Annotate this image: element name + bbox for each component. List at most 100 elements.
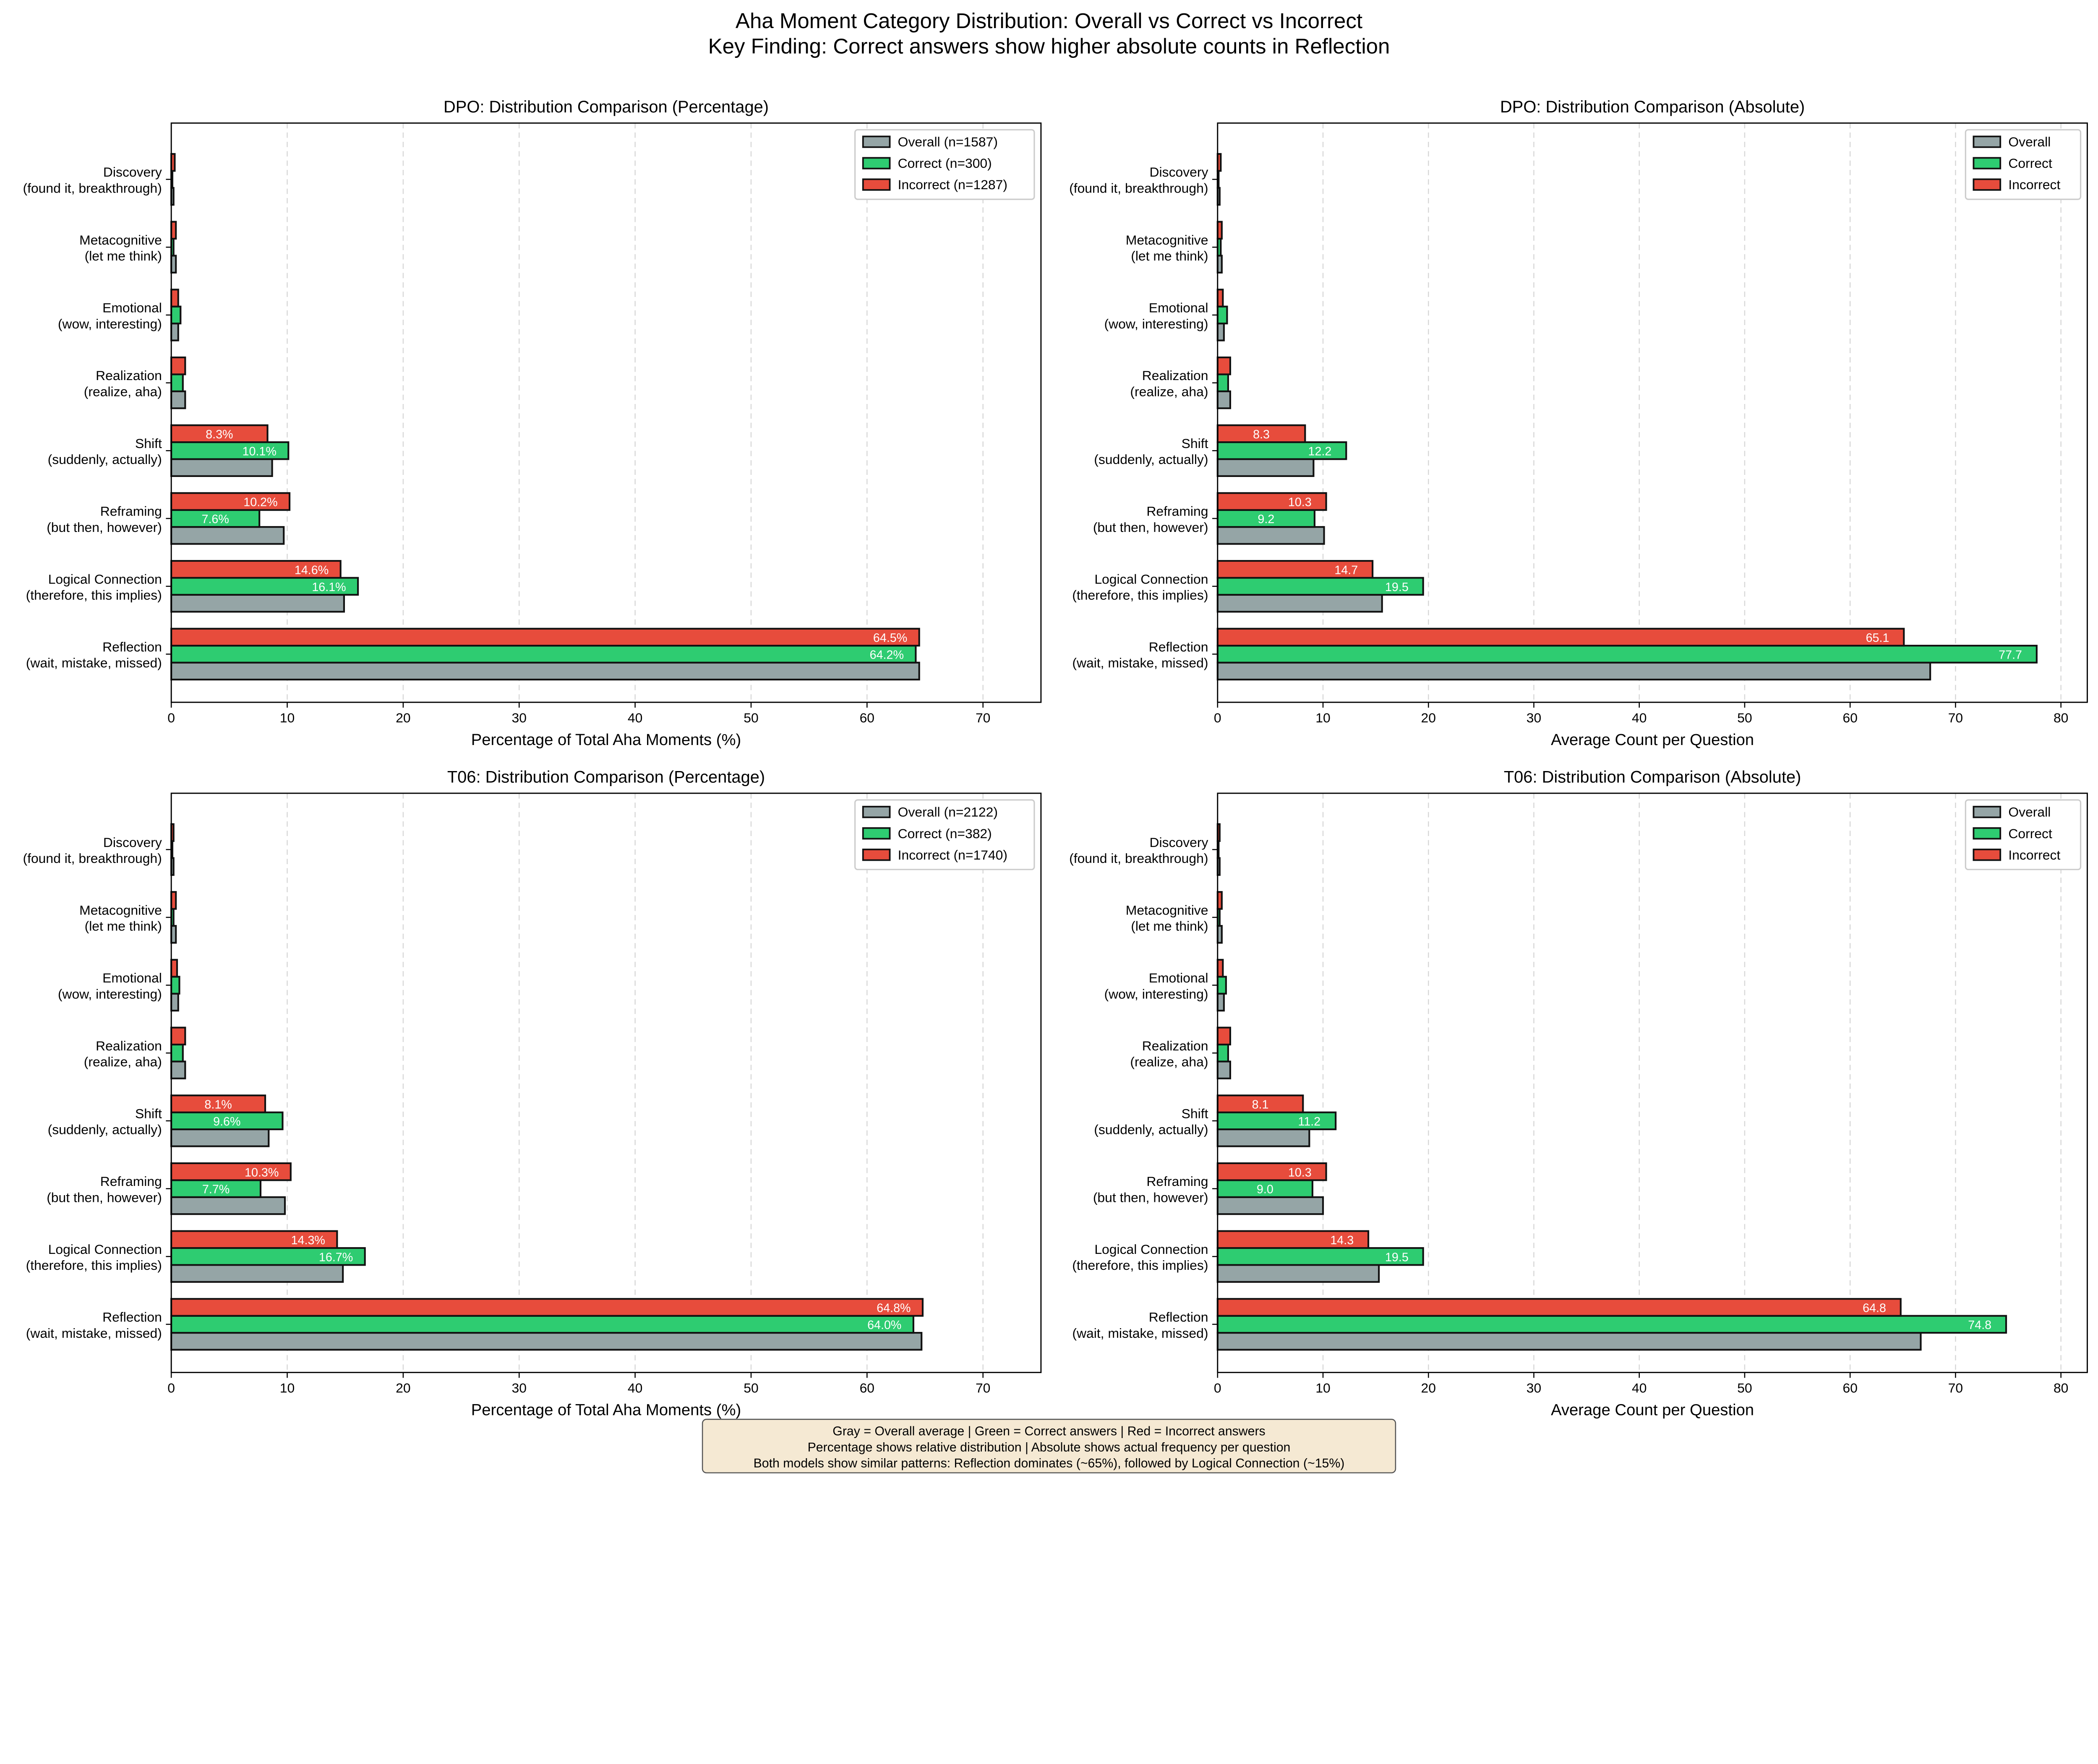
footer-line-2: Percentage shows relative distribution |… [808, 1441, 1291, 1454]
legend: Overall (n=1587) Correct (n=300) Incorrect… [854, 129, 1035, 200]
axes-frame [170, 122, 1042, 703]
y-tick-label-sub: (found it, breakthrough) [23, 180, 162, 195]
overall-bar [170, 594, 345, 613]
incorrect-bar [170, 356, 186, 375]
y-tick-label-sub: (suddenly, actually) [1094, 1122, 1208, 1137]
correct-bar [1216, 305, 1228, 325]
chart-panel-2: 0 10 20 30 40 50 60 70 T06: Distribution Compari… [23, 768, 1042, 1419]
x-tick-label: 0 [167, 1381, 175, 1396]
y-tick-label-sub: (therefore, this implies) [1072, 588, 1208, 603]
bar-value-label: 74.8 [1968, 1318, 1991, 1332]
y-tick-label: Reframing [1146, 1174, 1208, 1189]
bar-value-label: 10.3% [245, 1166, 279, 1179]
y-tick-label: Emotional [102, 300, 162, 315]
legend-swatch-correct [1973, 157, 2001, 169]
y-tick-label-sub: (found it, breakthrough) [1069, 180, 1208, 195]
correct-bar [170, 976, 180, 995]
overall-bar [1216, 1196, 1324, 1215]
y-tick-label: Discovery [103, 164, 162, 180]
x-tick-label: 30 [512, 710, 527, 725]
incorrect-bar [1216, 1094, 1304, 1113]
legend-swatch-overall [862, 135, 891, 148]
legend: Overall Correct Incorrect [1965, 129, 2082, 200]
x-tick-label: 10 [280, 1381, 295, 1396]
bar-value-label: 7.6% [201, 513, 229, 526]
panel-title: T06: Distribution Comparison (Percentage… [447, 768, 765, 786]
bar-value-label: 11.2 [1298, 1115, 1321, 1128]
incorrect-bar [1216, 560, 1374, 579]
y-tick-label: Reframing [100, 1174, 162, 1189]
y-tick-label-sub: (therefore, this implies) [26, 588, 162, 603]
x-tick-label: 20 [1421, 1381, 1436, 1396]
x-tick-label: 10 [1315, 710, 1330, 725]
overall-bar [1216, 458, 1315, 477]
overall-bar [1216, 526, 1325, 545]
bar-value-label: 7.7% [202, 1183, 230, 1196]
y-tick-label-sub: (wow, interesting) [58, 316, 162, 331]
y-tick-label-sub: (realize, aha) [84, 384, 162, 399]
panel-title: DPO: Distribution Comparison (Percentage… [444, 98, 769, 116]
overall-bar [1216, 255, 1223, 274]
incorrect-bar [170, 1027, 186, 1046]
footer-note: Gray = Overall average | Green = Correct… [702, 1419, 1396, 1474]
legend-swatch-overall [1973, 135, 2001, 148]
x-tick-label: 0 [1214, 1381, 1221, 1396]
correct-bar [170, 1315, 914, 1334]
y-tick-label-sub: (let me think) [85, 248, 162, 263]
bar-value-label: 65.1 [1866, 631, 1889, 645]
figure: Aha Moment Category Distribution: Overal… [23, 9, 2088, 1474]
overall-bar [170, 1196, 286, 1215]
y-tick-label: Logical Connection [48, 571, 162, 586]
bar-value-label: 16.7% [319, 1251, 353, 1264]
chart-panel-0: 0 10 20 30 40 50 60 70 DPO: Distribution Compari… [23, 98, 1042, 749]
x-tick-label: 50 [1737, 1381, 1752, 1396]
x-tick-label: 50 [744, 710, 758, 725]
axes-frame [1217, 122, 2088, 703]
y-tick-label-sub: (wait, mistake, missed) [26, 655, 162, 670]
correct-bar [1216, 1111, 1337, 1131]
y-tick-label-sub: (wait, mistake, missed) [1072, 1326, 1208, 1341]
overall-bar [1216, 1332, 1922, 1351]
legend-label-correct: Correct [2008, 826, 2052, 841]
y-tick-label-sub: (realize, aha) [84, 1054, 162, 1069]
x-axis-label: Average Count per Question [1551, 1401, 1754, 1419]
footer-box [702, 1419, 1396, 1474]
footer-line-3: Both models show similar patterns: Refle… [754, 1457, 1345, 1470]
axes-frame [170, 792, 1042, 1373]
overall-bar [1216, 925, 1223, 944]
y-tick-label-sub: (therefore, this implies) [1072, 1258, 1208, 1273]
y-tick-label: Shift [1182, 1106, 1208, 1121]
y-tick-label: Reflection [102, 1310, 162, 1325]
correct-bar [1216, 373, 1229, 392]
incorrect-bar [1216, 959, 1224, 978]
legend-label-correct: Correct [2008, 156, 2052, 171]
overall-bar [1216, 662, 1931, 681]
y-tick-label-sub: (therefore, this implies) [26, 1258, 162, 1273]
bar-value-label: 8.3 [1253, 428, 1270, 441]
incorrect-bar [170, 1162, 292, 1181]
x-tick-label: 50 [744, 1381, 758, 1396]
x-tick-label: 70 [976, 710, 990, 725]
x-tick-label: 60 [1842, 710, 1857, 725]
incorrect-bar [1216, 1162, 1327, 1181]
correct-bar [170, 645, 917, 664]
y-tick-label: Discovery [103, 835, 162, 850]
y-tick-label-sub: (wait, mistake, missed) [1072, 655, 1208, 670]
y-tick-label: Discovery [1150, 164, 1208, 180]
legend-label-overall: Overall (n=1587) [898, 134, 998, 149]
bar-value-label: 10.2% [243, 496, 277, 509]
x-tick-label: 20 [396, 1381, 410, 1396]
y-tick-label: Shift [135, 1106, 162, 1121]
correct-bar [170, 1043, 184, 1063]
bar-value-label: 64.2% [870, 648, 904, 662]
y-tick-label-sub: (wow, interesting) [1104, 316, 1208, 331]
correct-bar [170, 373, 184, 392]
bar-value-label: 8.1% [204, 1098, 232, 1112]
x-tick-label: 60 [860, 710, 874, 725]
x-tick-label: 70 [1948, 710, 1963, 725]
x-tick-label: 20 [1421, 710, 1436, 725]
y-tick-label-sub: (let me think) [1131, 248, 1208, 263]
legend-swatch-overall [862, 805, 891, 818]
incorrect-bar [170, 1298, 924, 1317]
x-tick-label: 80 [2054, 710, 2068, 725]
